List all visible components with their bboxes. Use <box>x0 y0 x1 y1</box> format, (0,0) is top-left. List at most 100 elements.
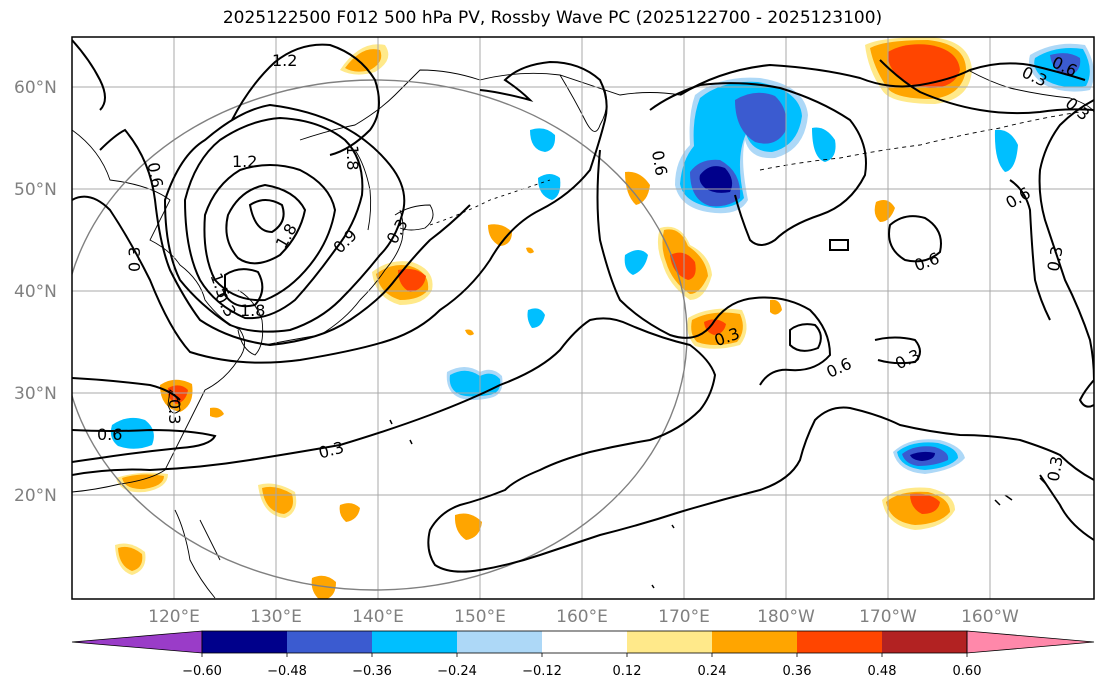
colorbar-segment <box>202 631 287 653</box>
colorbar-segment <box>712 631 797 653</box>
map-title: 2025122500 F012 500 hPa PV, Rossby Wave … <box>222 8 883 28</box>
contour-label: 0.3 <box>1044 455 1067 483</box>
hokkaido-coastline <box>394 204 434 231</box>
map-frame <box>71 36 1095 600</box>
lat-label-50n: 50°N <box>14 180 57 200</box>
philippines-coastline <box>174 509 221 599</box>
aleutian-islands <box>759 111 1081 171</box>
negative-anomaly-patch <box>110 417 154 449</box>
colorbar-segment <box>372 631 457 653</box>
colorbar-segment <box>882 631 967 653</box>
colorbar-tick-label: 0.48 <box>868 664 897 679</box>
lat-label-40n: 40°N <box>14 282 57 302</box>
pv-contour-0.9 <box>163 103 406 333</box>
colorbar-segment <box>457 631 542 653</box>
pv-contour-0.3-east-loop <box>1009 179 1051 321</box>
colorbar-frame <box>201 630 968 654</box>
pv-contour-0.3 <box>72 60 608 364</box>
contour-label: 0.3 <box>316 438 346 463</box>
lat-label-20n: 20°N <box>14 486 57 506</box>
negative-anomaly-patch <box>446 367 503 400</box>
hawaii-islands <box>994 477 1047 506</box>
gridlines <box>72 37 1094 599</box>
colorbar-tick-label: −0.36 <box>352 664 392 679</box>
colorbar-tick-label: −0.12 <box>522 664 562 679</box>
contour-label: 0.3 <box>125 247 144 272</box>
lon-label-180w: 180°W <box>757 607 815 627</box>
positive-anomaly-patch <box>882 487 955 530</box>
pv-contour-0.6-east-small <box>1078 379 1094 408</box>
colorbar-segment <box>542 631 627 653</box>
latitude-labels: 60°N 50°N 40°N 30°N 20°N <box>14 78 57 506</box>
positive-anomaly-patch <box>687 308 747 349</box>
kuril-islands <box>429 179 551 226</box>
contour-labels: 1.2 1.2 0.6 0.3 1.5 1.8 1.8 0.9 1.8 0.6 … <box>97 51 1093 483</box>
colorbar-tick-label: 0.24 <box>698 664 727 679</box>
sakhalin-coastline <box>354 149 372 231</box>
contour-label: 1.2 <box>272 51 297 70</box>
positive-anomaly-patch <box>340 44 389 75</box>
pv-contour-0.6-east <box>879 59 1094 115</box>
lon-label-160w: 160°W <box>961 607 1019 627</box>
korea-coastline <box>237 289 264 356</box>
lon-label-170w: 170°W <box>859 607 917 627</box>
lon-label-160e: 160°E <box>556 607 608 627</box>
positive-anomaly-patch <box>657 226 712 300</box>
positive-anomaly-patch <box>865 37 972 104</box>
colorbar-tick-label: −0.24 <box>437 664 477 679</box>
colorbar-segment <box>287 631 372 653</box>
colorbar-tick-label: 0.36 <box>783 664 812 679</box>
map-panel: 1.2 1.2 0.6 0.3 1.5 1.8 1.8 0.9 1.8 0.6 … <box>72 37 1094 599</box>
pv-contour-0.6-ne <box>649 82 867 246</box>
contour-label: 0.6 <box>97 425 122 444</box>
pv-contour-0.6-circle <box>888 215 942 263</box>
lon-label-140e: 140°E <box>352 607 404 627</box>
contour-label: 1.8 <box>343 145 362 170</box>
contour-label: 0.3 <box>1044 245 1067 273</box>
colorbar-tick-label: 0.12 <box>613 664 642 679</box>
lon-label-120e: 120°E <box>148 607 200 627</box>
pv-contour-0.6-south <box>72 428 217 463</box>
longitude-labels: 120°E 130°E 140°E 150°E 160°E 170°E 180°… <box>148 607 1019 627</box>
negative-anomaly-patch <box>893 439 965 474</box>
pv-contour-0.3-east-long <box>1038 99 1094 381</box>
negative-anomaly-patch <box>675 77 808 214</box>
pv-contour-0.3-ne <box>679 62 1086 96</box>
pv-contour-1.8-inner <box>224 268 264 308</box>
lon-label-130e: 130°E <box>250 607 302 627</box>
colorbar-tick-label: −0.60 <box>182 664 222 679</box>
colorbar-segment <box>797 631 882 653</box>
positive-anomaly-patch <box>488 171 895 315</box>
pv-contours <box>72 39 1094 573</box>
lon-label-150e: 150°E <box>454 607 506 627</box>
contour-label: 0.3 <box>165 399 184 424</box>
pv-contour-0.6 <box>99 128 471 347</box>
pv-contour-0.3-far-south <box>1039 474 1094 541</box>
positive-anomaly-patch <box>372 261 433 305</box>
colorbar-segment <box>627 631 712 653</box>
pv-contour-0.9-top <box>72 39 106 111</box>
lat-label-30n: 30°N <box>14 384 57 404</box>
pv-contour-0.3-south <box>72 317 1094 573</box>
contour-label: 1.2 <box>232 152 257 171</box>
colorbar-tick-label: −0.48 <box>267 664 307 679</box>
pv-contour-small-box <box>829 239 849 251</box>
pv-contour-1.8 <box>225 183 307 265</box>
pv-contour-0.3-dateline <box>874 336 921 365</box>
pv-contour-0.6-mid <box>596 149 832 386</box>
colorbar: −0.60 −0.48 −0.36 −0.24 −0.12 0.12 0.24 … <box>71 630 1095 679</box>
colorbar-tick-label: 0.60 <box>953 664 982 679</box>
contour-label: 0.6 <box>144 161 167 189</box>
pv-contour-1.5 <box>203 164 337 302</box>
contour-label: 0.6 <box>648 149 671 177</box>
contour-label: 0.6 <box>912 249 942 276</box>
contour-label: 1.8 <box>240 301 265 320</box>
contour-label: 0.3 <box>892 345 923 373</box>
pv-contour-1.2 <box>183 116 364 320</box>
kamchatka-coastline <box>559 74 608 132</box>
pv-contour-0.3-southwest <box>72 377 181 401</box>
pv-contour-0.6-small <box>789 323 822 352</box>
lon-label-170e: 170°E <box>658 607 710 627</box>
negative-anomaly-patch <box>527 127 1018 328</box>
